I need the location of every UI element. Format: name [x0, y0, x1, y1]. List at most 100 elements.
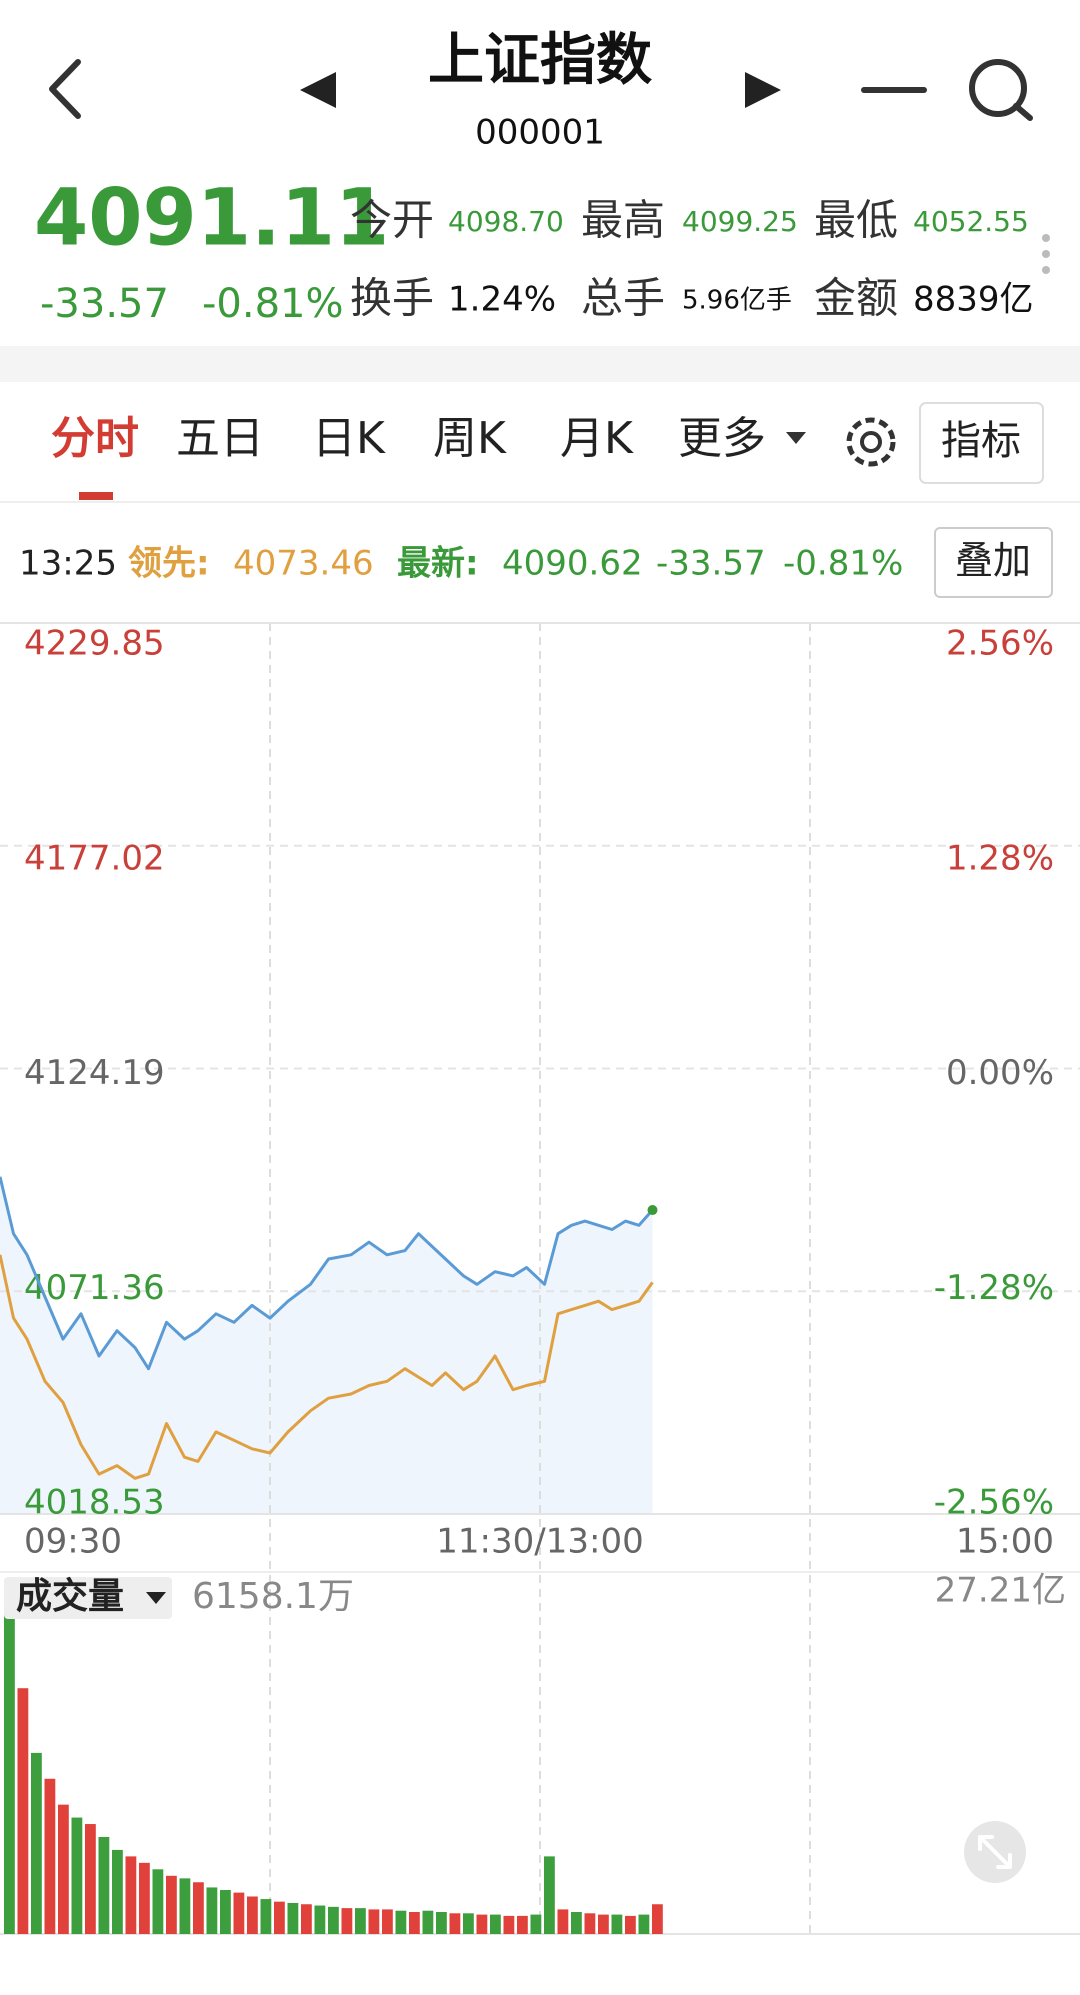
volume-bar: [274, 1901, 285, 1934]
volume-bar: [584, 1913, 596, 1934]
volume-bar: [233, 1892, 245, 1934]
overlay-button[interactable]: [934, 527, 1053, 598]
tab[interactable]: 更多: [678, 413, 766, 464]
volume-arrow: [146, 1592, 166, 1604]
stat-label: 最高: [581, 196, 665, 245]
volume-bar: [449, 1913, 461, 1934]
volume-bar: [503, 1915, 515, 1934]
volume-bar: [44, 1778, 56, 1934]
next-button[interactable]: [745, 72, 781, 108]
volume-bar: [71, 1817, 83, 1934]
y-tick-label: 4018.53: [24, 1483, 165, 1523]
indicator-button[interactable]: [919, 402, 1044, 484]
x-tick-label: 11:30/13:00: [436, 1522, 643, 1562]
volume-title: 成交量: [16, 1575, 124, 1617]
volume-bar: [125, 1856, 137, 1934]
tab[interactable]: 五日: [176, 413, 264, 464]
y2-tick-label: 1.28%: [946, 838, 1054, 878]
volume-bar: [598, 1914, 609, 1934]
volume-bar: [436, 1912, 447, 1934]
volume-bar: [139, 1862, 150, 1934]
volume-bar: [409, 1912, 420, 1934]
volume-bar: [611, 1914, 623, 1934]
change-pct: -0.81%: [202, 281, 344, 327]
stat-value: 4099.25: [682, 205, 798, 238]
search-button[interactable]: [969, 59, 1033, 121]
y2-tick-label: -2.56%: [934, 1483, 1054, 1523]
prev-button[interactable]: [300, 72, 336, 108]
more-dot[interactable]: [1042, 250, 1050, 258]
volume-bar: [58, 1804, 69, 1934]
volume-bar: [557, 1909, 569, 1934]
volume-bar: [260, 1899, 272, 1934]
volume-bar: [638, 1914, 650, 1934]
y-tick-label: 4229.85: [24, 624, 165, 664]
lead-value: 4073.46: [233, 544, 374, 584]
tab[interactable]: 月K: [560, 413, 634, 464]
expand-button[interactable]: [964, 1821, 1026, 1883]
volume-bar: [247, 1896, 258, 1934]
volume-bar: [301, 1904, 312, 1934]
stat-value: 8839亿: [913, 280, 1034, 320]
volume-bar: [368, 1909, 380, 1934]
more-arrow[interactable]: [786, 432, 806, 444]
charts: 4229.85 4177.02 4124.19 4071.36 4018.53 2.56%…: [0, 622, 1080, 1935]
tabs: 分时 五日 日K 周K 月K 更多: [51, 413, 766, 500]
volume-bar: [206, 1887, 218, 1934]
volume-bar: [422, 1910, 434, 1934]
volume-bar: [98, 1836, 110, 1934]
volume-bar: [341, 1908, 353, 1934]
x-tick-label: 15:00: [956, 1522, 1054, 1562]
search-icon: [969, 59, 1027, 117]
volume-bar: [517, 1915, 528, 1934]
volume-bar: [17, 1688, 29, 1934]
stat-label: 换手: [350, 274, 434, 323]
change: -33.57: [40, 281, 169, 327]
stat-value: 1.24%: [448, 280, 556, 320]
y-tick-label: 4071.36: [24, 1268, 165, 1308]
indicator-label: 指标: [941, 418, 1021, 464]
settings-button[interactable]: [846, 417, 896, 467]
latest-pct: -0.81%: [783, 544, 903, 584]
volume-selector[interactable]: [4, 1577, 172, 1619]
volume-bar: [476, 1914, 488, 1934]
lead-label: 领先:: [128, 544, 210, 584]
tab[interactable]: 日K: [312, 413, 386, 464]
y2-tick-label: 0.00%: [946, 1053, 1054, 1093]
volume-bar: [220, 1890, 231, 1934]
volume-bar: [179, 1878, 191, 1934]
tab-indicator: [79, 492, 113, 500]
tab[interactable]: 周K: [433, 413, 507, 464]
volume-bar: [152, 1869, 164, 1934]
stat-label: 今开: [350, 196, 434, 245]
stat-label: 金额: [814, 274, 898, 323]
volume-bar: [652, 1904, 663, 1934]
volume-bar: [395, 1910, 407, 1934]
line: [0, 1254, 654, 1480]
volume-bar: [355, 1908, 366, 1934]
latest-change: -33.57: [656, 544, 766, 584]
end-marker: [647, 1205, 658, 1216]
tab[interactable]: 分时: [51, 413, 139, 464]
volume-bar: [490, 1914, 501, 1934]
stat-label: 总手: [581, 274, 665, 323]
volume-bar: [193, 1882, 204, 1934]
gear-icon: [846, 417, 896, 467]
volume-bar: [314, 1905, 326, 1934]
volume-bar: [571, 1912, 582, 1934]
info-time: 13:25: [19, 544, 117, 584]
overlay-label: 叠加: [955, 539, 1031, 583]
stat-value: 5.96亿手: [682, 286, 792, 316]
volume-current: 6158.1万: [192, 1576, 354, 1617]
y-tick-label: 4124.19: [24, 1053, 165, 1093]
y2-tick-label: 2.56%: [946, 624, 1054, 664]
more-dot[interactable]: [1042, 266, 1050, 274]
volume-bar: [382, 1909, 393, 1934]
more-dot[interactable]: [1042, 234, 1050, 242]
back-button[interactable]: [49, 59, 81, 119]
volume-bar: [287, 1902, 299, 1934]
search-icon: [1013, 103, 1033, 121]
volume-bar: [328, 1906, 339, 1934]
volume-bar: [4, 1584, 15, 1934]
